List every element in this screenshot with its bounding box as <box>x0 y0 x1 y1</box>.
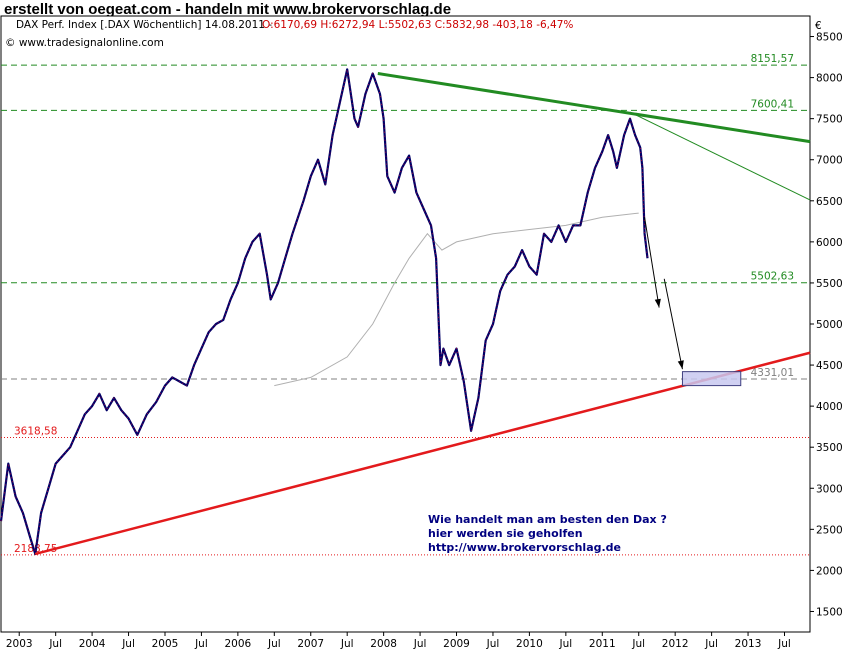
x-tick-label-17: Jul <box>631 638 645 650</box>
x-tick-label-7: Jul <box>267 638 281 650</box>
x-tick-label-3: Jul <box>121 638 135 650</box>
y-tick-label-2: 2500 <box>816 524 843 536</box>
promo-line-3: http://www.brokervorschlag.de <box>428 541 621 554</box>
level-label-2: 5502,63 <box>751 271 794 283</box>
y-tick-label-9: 6000 <box>816 237 843 249</box>
trendline-1 <box>629 111 811 201</box>
arrow-shaft-1 <box>663 278 683 370</box>
y-tick-label-14: 8500 <box>816 32 843 44</box>
x-tick-label-12: 2009 <box>443 638 470 650</box>
level-label-0: 8151,57 <box>751 53 794 65</box>
y-tick-label-3: 3000 <box>816 483 843 495</box>
x-tick-label-0: 2003 <box>6 638 33 650</box>
y-tick-label-5: 4000 <box>816 401 843 413</box>
y-tick-label-4: 3500 <box>816 442 843 454</box>
level-label-3: 4331,01 <box>751 367 794 379</box>
y-tick-label-13: 8000 <box>816 73 843 85</box>
x-axis: 2003 Jul 2004 Jul 2005 Jul 2006 Jul 2007 Jul 2008 J… <box>6 632 791 650</box>
currency-symbol: € <box>815 20 822 32</box>
x-tick-label-10: 2008 <box>370 638 397 650</box>
promo-line-2: hier werden sie geholfen <box>428 527 583 540</box>
level-label-1: 7600,41 <box>751 98 794 110</box>
source-credit: © www.tradesignalonline.com <box>5 37 164 49</box>
target-zone <box>681 371 742 387</box>
x-tick-label-13: Jul <box>486 638 500 650</box>
level-label-4: 3618,58 <box>14 425 57 437</box>
x-tick-label-2: 2004 <box>79 638 106 650</box>
trendline-2 <box>34 351 811 556</box>
x-tick-label-8: 2007 <box>297 638 324 650</box>
projection-arrows <box>644 217 684 370</box>
x-tick-label-6: 2006 <box>225 638 252 650</box>
x-tick-label-14: 2010 <box>516 638 543 650</box>
x-tick-label-11: Jul <box>413 638 427 650</box>
target-box <box>681 371 742 387</box>
promo-line-1: Wie handelt man am besten den Dax ? <box>428 513 667 526</box>
x-tick-label-20: 2013 <box>735 638 762 650</box>
y-tick-label-6: 4500 <box>816 360 843 372</box>
ohlc-readout: O:6170,69 H:6272,94 L:5502,63 C:5832,98 … <box>262 19 573 31</box>
y-tick-label-8: 5500 <box>816 278 843 290</box>
arrow-shaft-0 <box>644 217 660 308</box>
trendline-0 <box>377 72 811 144</box>
instrument-label: DAX Perf. Index [.DAX Wöchentlich] 14.08… <box>16 19 272 31</box>
price-series <box>0 68 649 556</box>
x-tick-label-18: 2012 <box>662 638 689 650</box>
x-tick-label-1: Jul <box>48 638 62 650</box>
x-tick-label-9: Jul <box>340 638 354 650</box>
x-tick-label-21: Jul <box>777 638 791 650</box>
arrow-head-1 <box>677 360 684 370</box>
y-tick-label-12: 7500 <box>816 114 843 126</box>
trendlines <box>34 72 811 556</box>
x-tick-label-15: Jul <box>559 638 573 650</box>
y-tick-label-0: 1500 <box>816 606 843 618</box>
x-tick-label-5: Jul <box>194 638 208 650</box>
x-tick-label-16: 2011 <box>589 638 616 650</box>
plot-area <box>0 15 811 633</box>
y-tick-label-11: 7000 <box>816 155 843 167</box>
x-tick-label-4: 2005 <box>152 638 179 650</box>
y-tick-label-7: 5000 <box>816 319 843 331</box>
price-line-down-overlay <box>0 69 648 555</box>
y-axis: 1500 2000 2500 3000 3500 4000 4500 5000 5500 6000… <box>810 32 843 618</box>
arrow-head-0 <box>654 298 661 308</box>
x-tick-label-19: Jul <box>704 638 718 650</box>
y-tick-label-1: 2000 <box>816 565 843 577</box>
y-tick-label-10: 6500 <box>816 196 843 208</box>
chart-banner-title: erstellt von oegeat.com - handeln mit ww… <box>4 1 452 18</box>
